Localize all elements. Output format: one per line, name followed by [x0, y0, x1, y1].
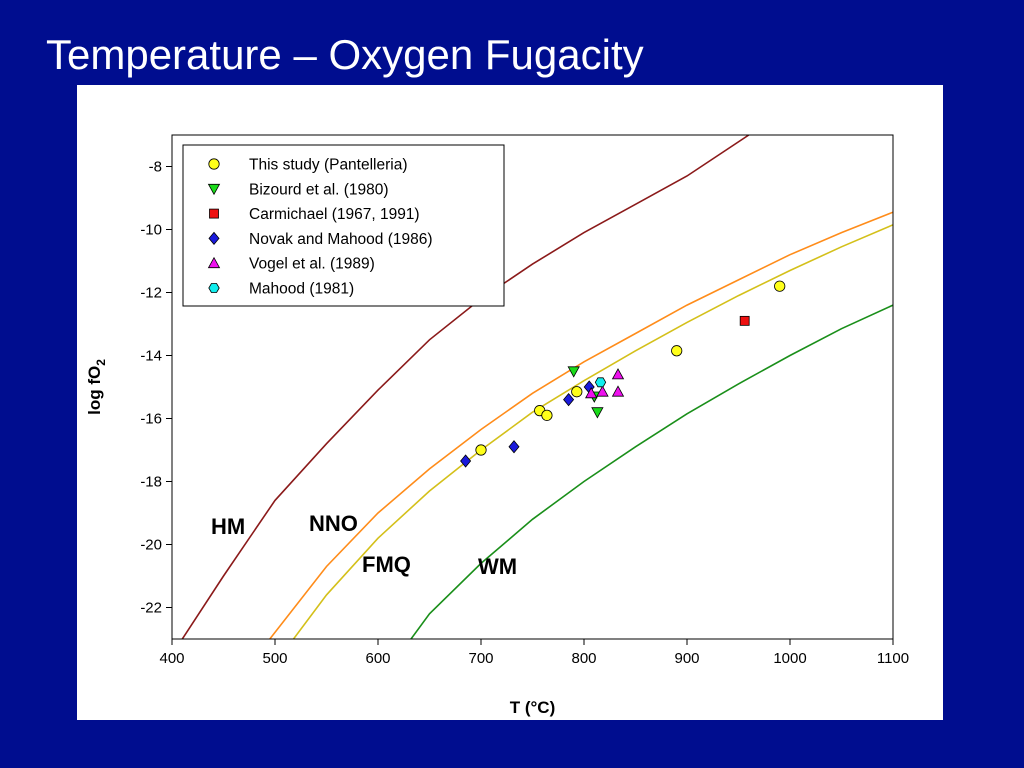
- x-tick-label: 1000: [773, 650, 806, 667]
- legend-label-2: Bizourd et al. (1980): [249, 181, 389, 198]
- y-tick-label: -8: [149, 159, 162, 176]
- legend-label-4: Novak and Mahood (1986): [249, 231, 433, 248]
- y-tick-label: -18: [140, 474, 162, 491]
- plot-frame: [171, 134, 894, 640]
- buffer-line-nno: [269, 211, 893, 639]
- buffer-line-fmq: [292, 224, 893, 639]
- legend-marker-2: [207, 183, 221, 196]
- x-tick-label: 600: [365, 650, 390, 667]
- data-point-series-5: [611, 368, 625, 380]
- legend: This study (Pantelleria) Bizourd et al. (…: [182, 144, 505, 307]
- data-point-series-4: [563, 392, 575, 407]
- y-tick-label: -20: [140, 537, 162, 554]
- y-tick-label: -22: [140, 600, 162, 617]
- data-point-series-1: [475, 444, 487, 456]
- y-tick-label: -12: [140, 285, 162, 302]
- legend-label-5: Vogel et al. (1989): [249, 256, 375, 273]
- legend-box: [182, 144, 505, 307]
- buffer-label-fmq: FMQ: [362, 552, 411, 577]
- data-point-series-3: [739, 315, 750, 326]
- data-point-series-2: [591, 407, 604, 419]
- data-point-series-5: [585, 386, 598, 399]
- legend-marker-4: [208, 231, 220, 246]
- buffer-label-hm: HM: [211, 514, 245, 539]
- slide-title: Temperature – Oxygen Fugacity: [46, 31, 644, 78]
- data-point-series-2: [567, 366, 580, 378]
- y-tick-label: -10: [140, 222, 162, 239]
- legend-marker-3: [209, 208, 219, 219]
- legend-marker-6: [208, 283, 220, 293]
- x-tick-label: 1100: [877, 650, 909, 667]
- buffer-line-hm: [181, 135, 750, 639]
- data-point-series-1: [571, 386, 583, 398]
- x-axis-title: T (°C): [510, 698, 556, 717]
- x-tick-label: 900: [674, 650, 699, 667]
- x-tick-label: 800: [571, 650, 596, 667]
- x-tick-label: 700: [468, 650, 493, 667]
- legend-label-6: Mahood (1981): [249, 281, 354, 298]
- buffer-label-wm: WM: [478, 554, 517, 579]
- data-point-series-4: [508, 440, 520, 454]
- y-tick-label: -16: [140, 411, 162, 428]
- legend-marker-1: [208, 158, 220, 170]
- x-axis: 400 500 600 700 800 900 1000 1100: [159, 639, 909, 667]
- y-axis: -22 -20 -18 -16 -14 -12 -10 -8: [140, 159, 172, 617]
- data-point-series-5: [611, 385, 625, 397]
- legend-label-3: Carmichael (1967, 1991): [249, 206, 420, 223]
- buffer-label-nno: NNO: [309, 511, 358, 536]
- buffer-line-wm: [410, 304, 893, 639]
- buffer-curves: [181, 135, 893, 639]
- data-point-series-5: [596, 385, 609, 397]
- data-points: [460, 280, 786, 468]
- legend-items: This study (Pantelleria) Bizourd et al. (…: [207, 157, 433, 298]
- data-point-series-1: [774, 280, 786, 292]
- x-tick-label: 500: [262, 650, 287, 667]
- y-axis-title: log fO2: [85, 359, 108, 415]
- legend-label-1: This study (Pantelleria): [249, 157, 408, 174]
- data-point-series-6: [594, 377, 607, 388]
- y-axis-title-main: log fO: [85, 366, 104, 415]
- legend-marker-5: [207, 256, 221, 269]
- data-point-series-4: [460, 454, 472, 468]
- y-axis-title-subscript: 2: [94, 359, 108, 366]
- data-point-series-1: [671, 345, 683, 357]
- data-point-series-1: [541, 409, 553, 421]
- chart-panel: HM NNO FMQ WM 400 500 600 700 800 900 1000 1100 -2…: [77, 85, 943, 720]
- x-tick-label: 400: [159, 650, 184, 667]
- y-tick-label: -14: [140, 348, 162, 365]
